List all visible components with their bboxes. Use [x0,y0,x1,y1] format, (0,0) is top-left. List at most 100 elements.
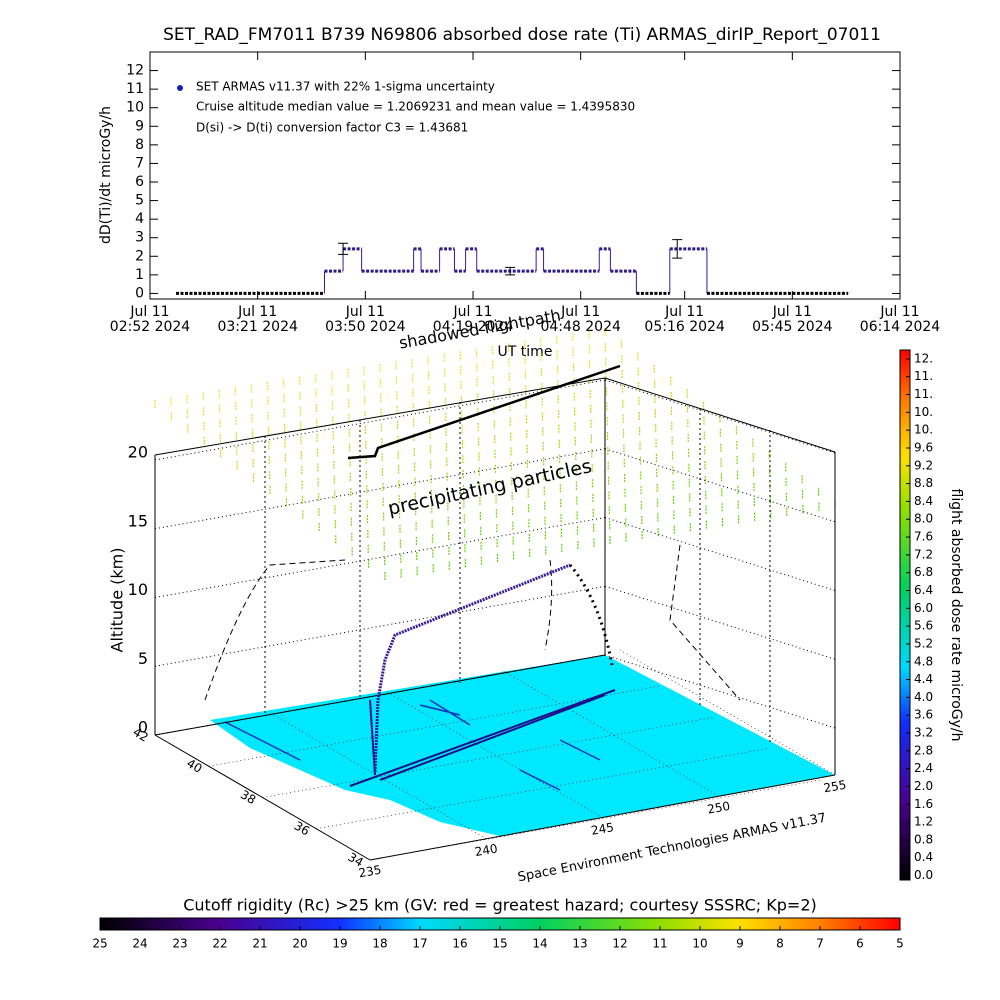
map-features [224,699,601,791]
y-tick-label: 11 [126,81,144,97]
lat-tick-label: 36 [292,819,312,839]
lat-grid [316,748,767,830]
colorbar-tick-label: 2.0 [914,779,933,793]
colorbar-tick-label: 6.8 [914,565,933,579]
lat-tick-label: 42 [131,725,151,745]
error-bar [672,239,683,259]
rigidity-tick-label: 12 [612,937,627,951]
colorbar-tick-label: 5.2 [914,636,933,650]
lon-grid [619,649,836,776]
lat-grid [154,654,606,736]
rigidity-tick-label: 19 [332,937,347,951]
grid-wall [264,402,771,745]
x-tick-label: Jul 11 02:52 2024 [109,304,191,335]
y-tick-label: 7 [135,155,144,171]
rigidity-tick-label: 17 [412,937,427,951]
lon-tick-label: 235 [357,863,382,881]
colorbar-label: flight absorbed dose rate microGy/h [948,489,964,742]
colorbar-tick-label: 9.2 [914,458,933,472]
z-tick-label: 15 [128,511,148,530]
x-axis-label: UT time [498,344,553,360]
rigidity-tick-label: 22 [212,937,227,951]
rigidity-tick-label: 6 [856,937,864,951]
z-grid [154,517,606,598]
colorbar-tick-label: 12. [914,351,933,365]
colorbar-tick-label: 0.4 [914,850,933,864]
rigidity-tick-label: 23 [172,937,187,951]
x-tick-label: Jul 11 03:50 2024 [325,304,406,335]
chart-title: SET_RAD_FM7011 B739 N69806 absorbed dose… [163,25,881,45]
error-bar [505,266,516,276]
rigidity-tick-label: 7 [816,937,824,951]
colorbar-tick-label: 10. [914,423,933,437]
colorbar-tick-label: 4.0 [914,690,933,704]
colorbar-tick-label: 8.8 [914,476,933,490]
rigidity-tick-label: 5 [896,937,904,951]
y-tick-label: 12 [126,63,144,79]
y-tick-label: 6 [135,174,144,190]
colorbar-tick-label: 1.2 [914,815,933,829]
x-tick-label: Jul 11 04:48 2024 [540,304,621,335]
rigidity-tick-label: 21 [252,937,267,951]
z-grid [604,654,836,729]
z-tick-label: 5 [138,649,148,668]
z-grid [154,448,606,530]
x-tick-label: Jul 11 05:16 2024 [644,304,725,335]
colorbar-tick-label: 10. [914,405,933,419]
y-tick-label: 0 [135,285,144,301]
rigidity-tick-label: 25 [92,937,107,951]
z-tick-label: 0 [138,718,148,737]
lat-tick-label: 40 [184,756,204,776]
rigidity-tick-label: 14 [532,937,547,951]
colorbar-tick-label: 1.6 [914,797,933,811]
x-tick-label: Jul 11 04:19 2024 [432,304,514,335]
rigidity-tick-label: 10 [692,937,707,951]
rigidity-tick-label: 11 [652,937,667,951]
z-tick-label: 20 [128,443,148,462]
colorbar-tick-label: 7.6 [914,530,933,544]
x-tick-label: Jul 11 05:45 2024 [752,304,833,335]
z-axis-label: Altitude (km) [108,548,127,653]
lon-tick-label: 250 [706,799,731,817]
y-tick-label: 1 [135,267,144,283]
colorbar-tick-label: 4.8 [914,654,933,668]
lon-tick-label: 240 [474,841,499,859]
rigidity-tick-label: 13 [572,937,587,951]
rigidity-tick-label: 9 [736,937,744,951]
x-tick-label: Jul 11 06:14 2024 [859,304,941,335]
y-tick-label: 9 [135,118,144,134]
lat-grid [208,685,659,767]
lon-grid [503,670,719,797]
rigidity-tick-label: 15 [492,937,507,951]
rigidity-tick-label: 8 [776,937,784,951]
rigidity-tick-label: 16 [452,937,467,951]
rigidity-tick-label: 18 [372,937,387,951]
error-bar [338,242,349,255]
lat-grid [262,717,713,798]
dashed-contour [204,544,741,701]
rigidity-tick-label: 24 [132,937,147,951]
plot-frame [149,51,901,300]
legend-marker [177,85,183,91]
colorbar-tick-label: 11. [914,387,933,401]
annotation: precipitating particles [386,455,594,520]
axis-edge [604,377,836,453]
y-tick-label: 2 [135,248,144,264]
colorbar-tick-label: 8.0 [914,512,933,526]
y-tick-label: 10 [126,100,144,116]
legend-text: D(si) -> D(ti) conversion factor C3 = 1.… [196,121,468,135]
rigidity-tick-label: 20 [292,937,307,951]
lon-grid [271,713,487,840]
legend-text: Cruise altitude median value = 1.2069231… [196,100,635,114]
lon-grid [387,692,603,818]
colorbar-tick-label: 6.4 [914,583,933,597]
lat-tick-label: 38 [238,787,258,807]
3d-box [154,364,836,861]
x-tick-label: Jul 11 03:21 2024 [217,304,298,335]
flight-path [373,563,571,773]
z-grid [604,585,836,660]
rigidity-title: Cutoff rigidity (Rc) >25 km (GV: red = g… [183,896,817,915]
y-tick-label: 4 [135,211,144,227]
